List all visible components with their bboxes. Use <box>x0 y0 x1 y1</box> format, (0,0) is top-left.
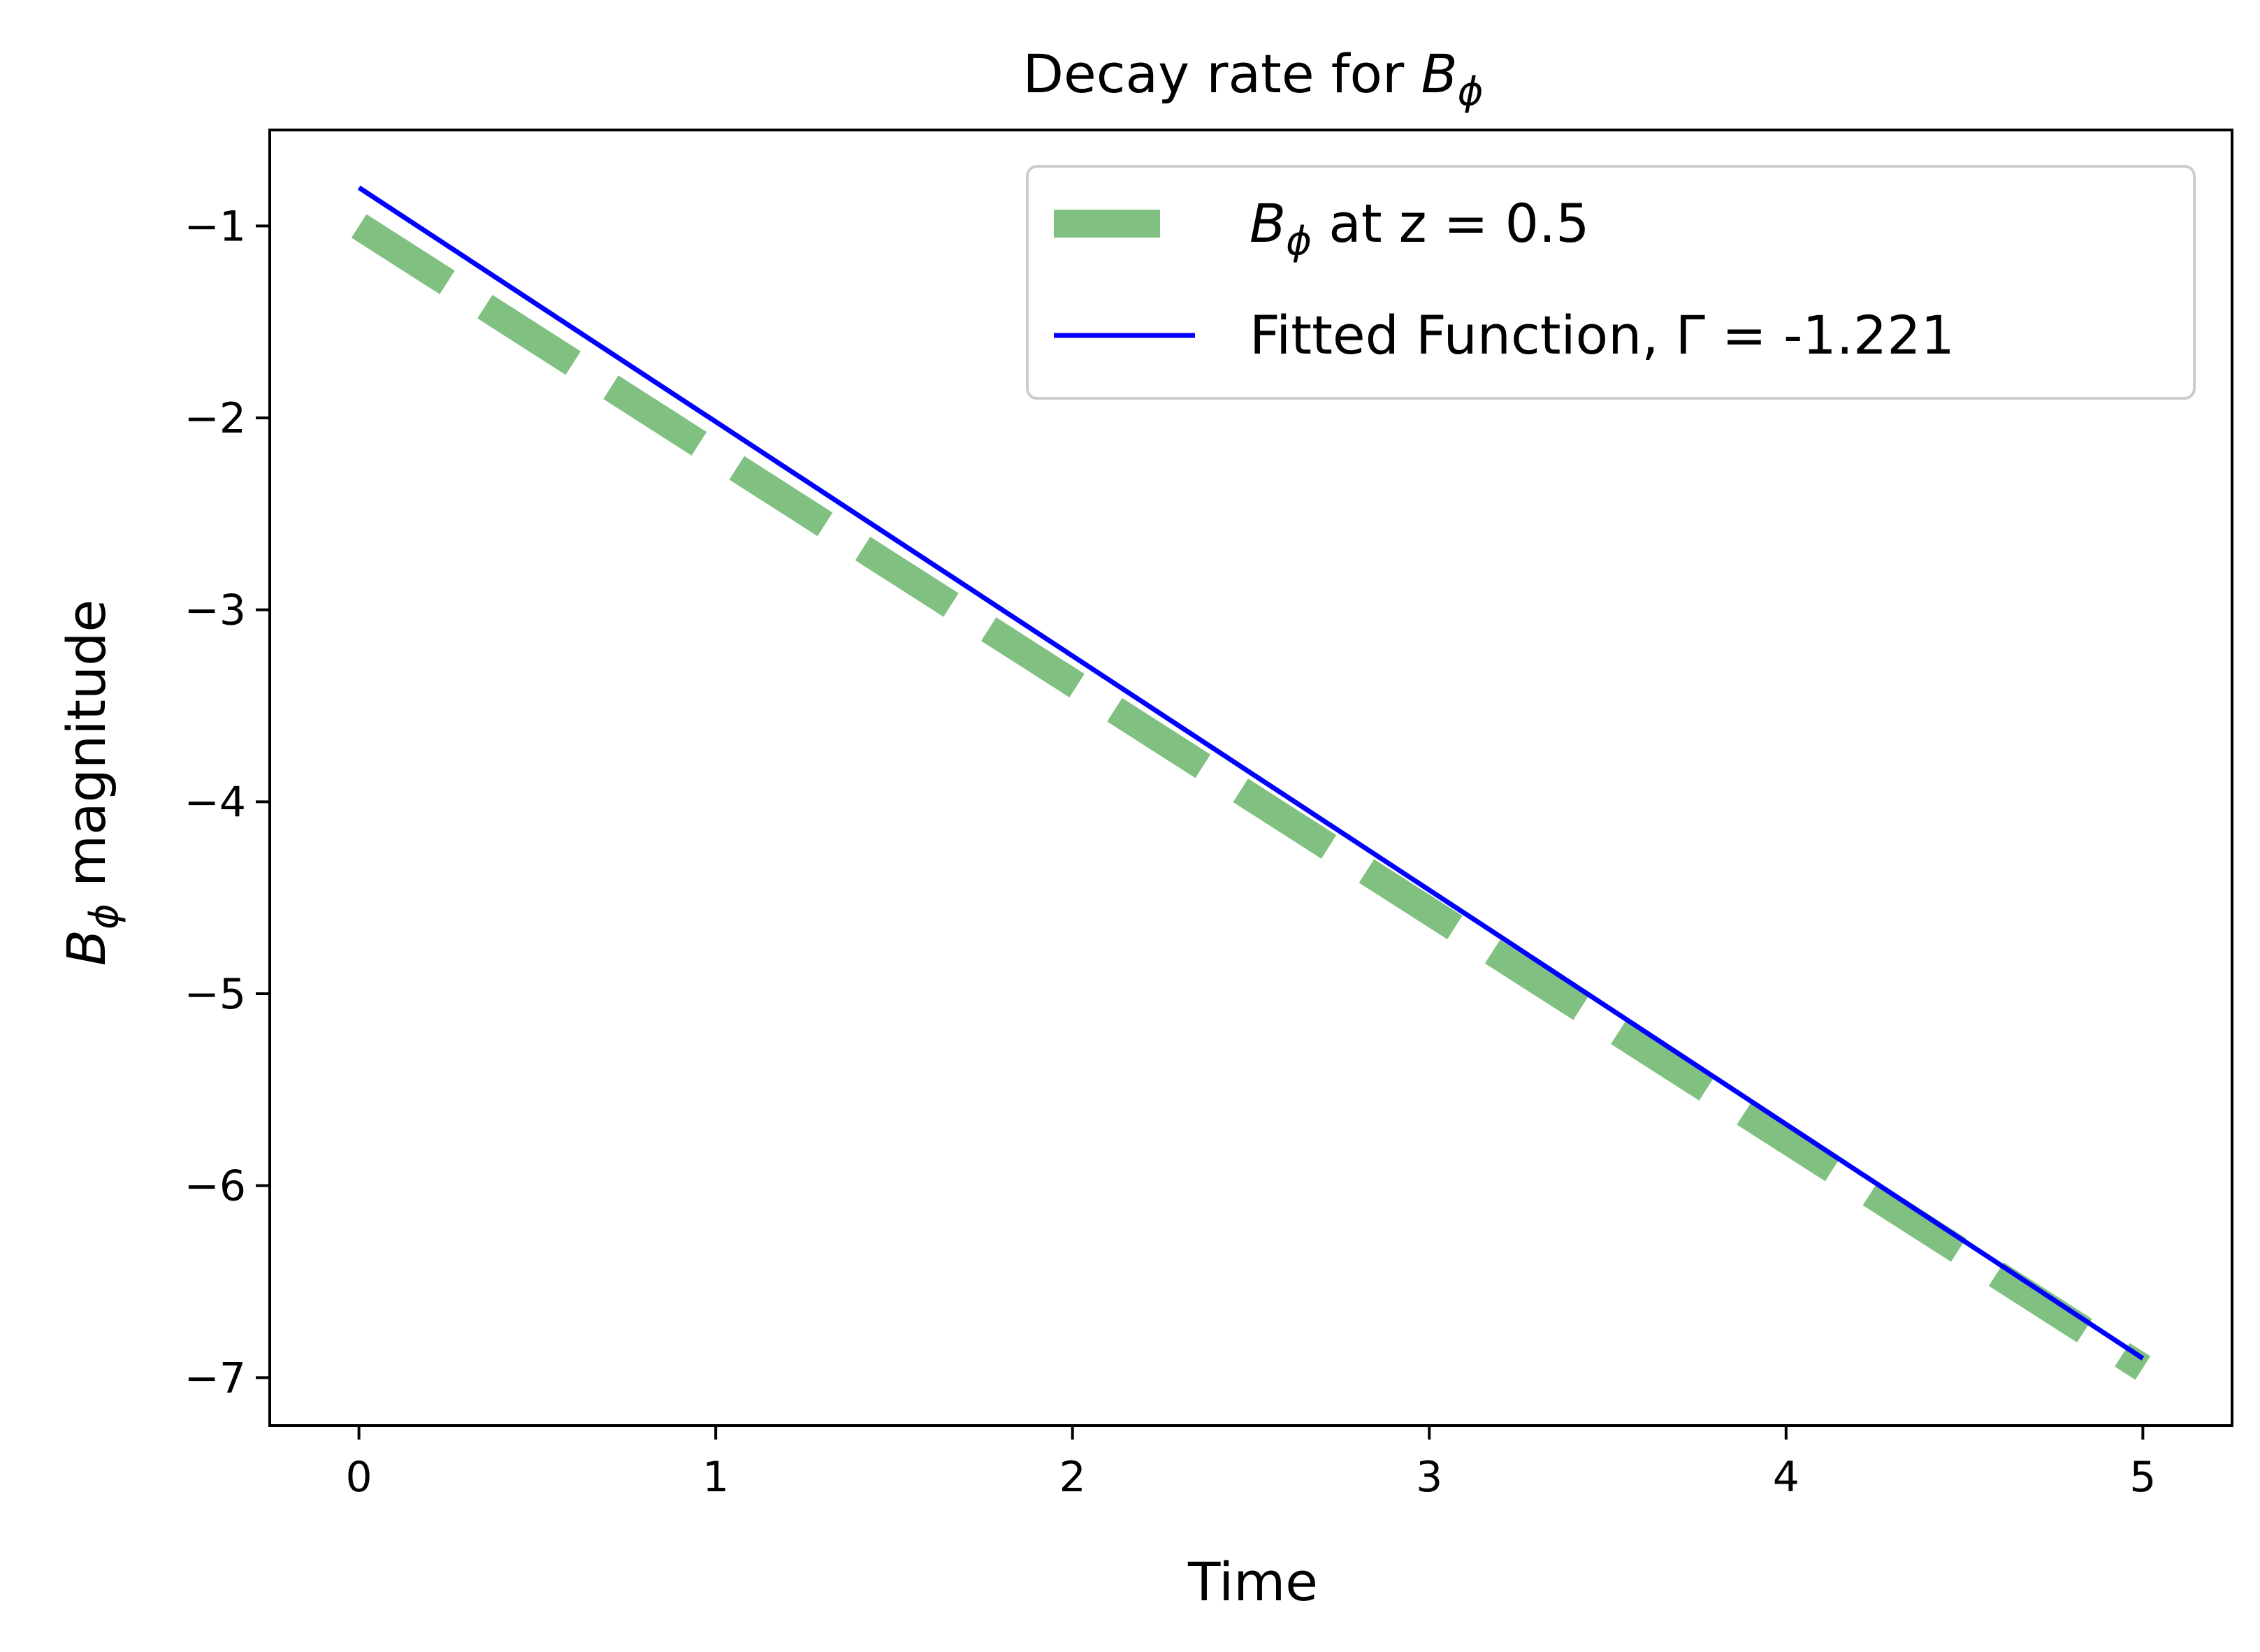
plot-frame <box>268 129 2233 1427</box>
x-axis: 0 1 2 3 4 5 <box>346 1426 2156 1502</box>
x-tick-label: 2 <box>1059 1453 1086 1502</box>
y-tick-label: −1 <box>184 202 246 251</box>
x-tick-label: 1 <box>702 1453 729 1502</box>
legend-label-series-0: Bϕ at z = 0.5 <box>1249 192 1590 264</box>
y-axis: −1 −2 −3 −4 −5 −6 −7 <box>184 202 270 1403</box>
legend: Bϕ at z = 0.5 Fitted Function, Γ = -1.22… <box>1026 165 2196 400</box>
series-line-0 <box>351 214 2151 1380</box>
legend-label-series-1: Fitted Function, Γ = -1.221 <box>1249 304 1955 366</box>
x-axis-label: Time <box>1187 1551 1318 1613</box>
series-layer <box>351 185 2151 1380</box>
y-tick-label: −2 <box>184 394 246 443</box>
y-tick-label: −5 <box>184 970 246 1019</box>
x-tick-label: 4 <box>1773 1453 1799 1502</box>
y-tick-label: −3 <box>184 586 246 635</box>
y-tick-label: −7 <box>184 1354 246 1403</box>
y-tick-label: −6 <box>184 1162 246 1211</box>
y-axis-label: Bϕ magnitude <box>55 600 127 966</box>
legend-box <box>1026 165 2196 400</box>
series-line-1 <box>357 185 2145 1361</box>
x-tick-label: 5 <box>2129 1453 2156 1502</box>
chart-title: Decay rate for Bϕ <box>1022 43 1483 115</box>
x-tick-label: 0 <box>346 1453 372 1502</box>
y-tick-label: −4 <box>184 778 246 827</box>
x-tick-label: 3 <box>1416 1453 1442 1502</box>
